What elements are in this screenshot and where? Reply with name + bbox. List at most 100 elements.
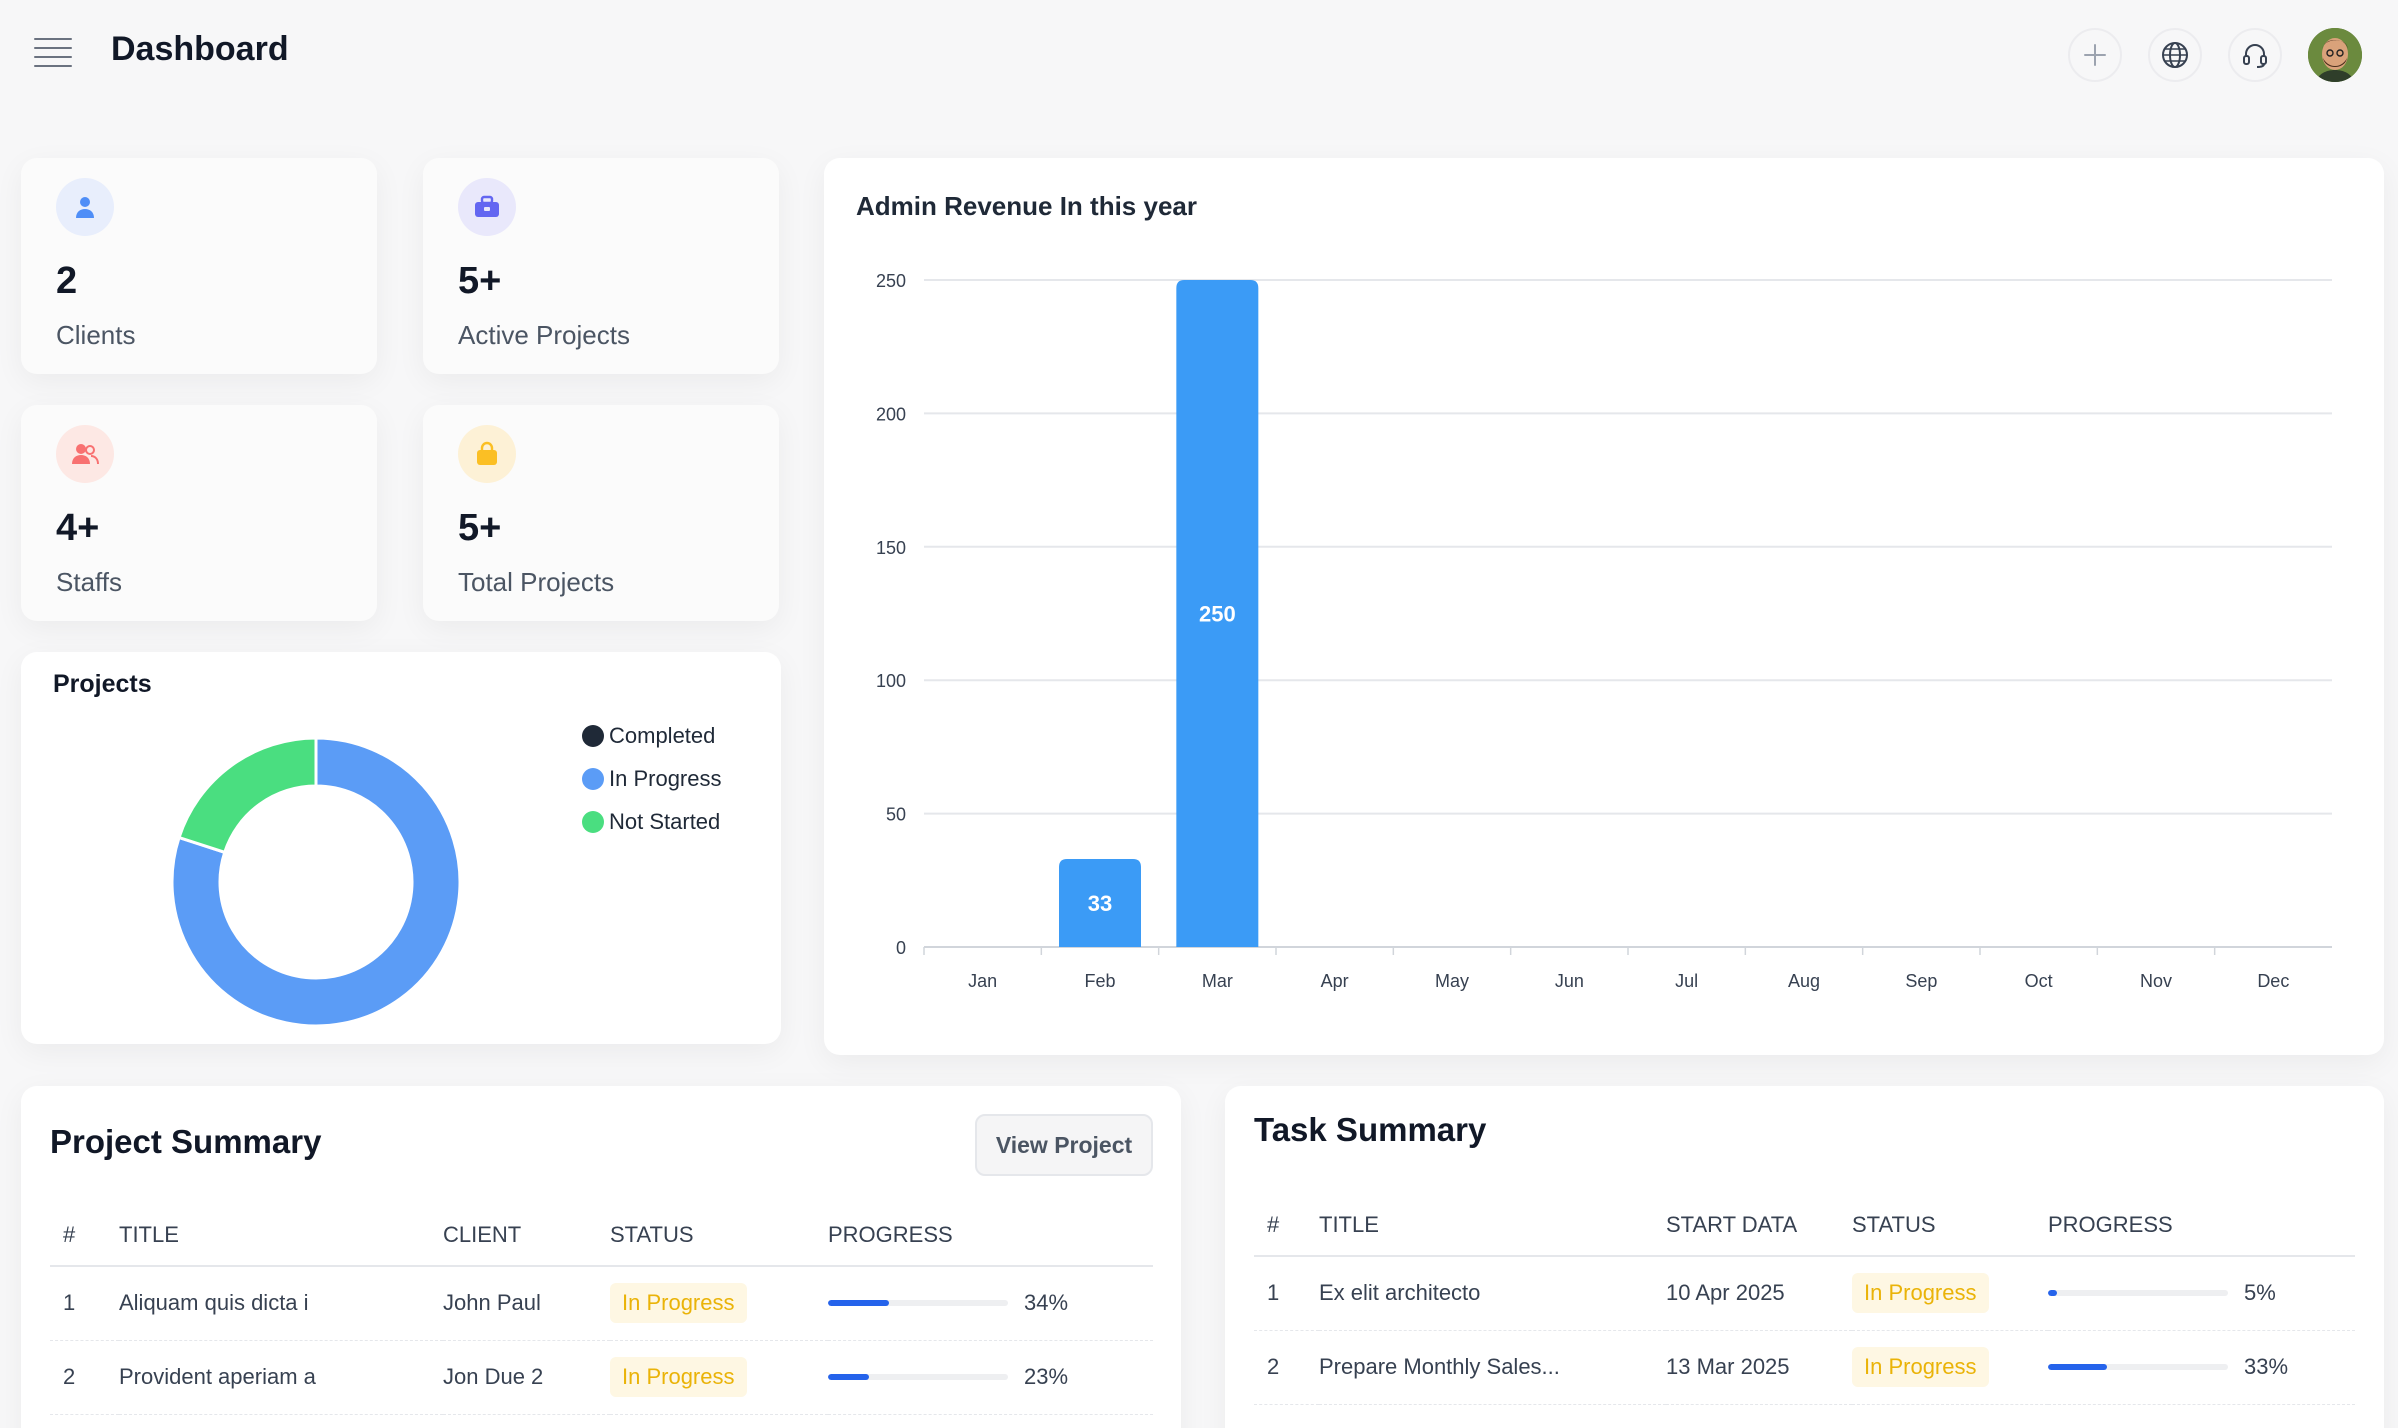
x-tick-label: Apr: [1321, 971, 1349, 991]
stat-card-staffs: 4+ Staffs: [21, 405, 377, 621]
legend-item-not-started[interactable]: Not Started: [582, 800, 722, 843]
stat-card-clients: 2 Clients: [21, 158, 377, 374]
donut-slice-1[interactable]: [170, 736, 462, 1028]
projects-legend: Completed In Progress Not Started: [582, 714, 722, 843]
x-tick-label: Feb: [1084, 971, 1115, 991]
task-start-date: 13 Mar 2025: [1666, 1330, 1852, 1405]
task-title: Prepare Monthly Sales...: [1319, 1330, 1666, 1405]
user-icon: [56, 178, 114, 236]
project-summary-title: Project Summary: [50, 1123, 322, 1160]
table-row[interactable]: 1 Aliquam quis dicta i John Paul In Prog…: [50, 1266, 1153, 1341]
y-tick-label: 100: [876, 671, 906, 691]
progress-bar: [828, 1374, 1008, 1380]
legend-dot: [582, 724, 604, 747]
x-tick-label: Jul: [1675, 971, 1698, 991]
bag-icon: [458, 425, 516, 483]
top-bar: Dashboard: [0, 0, 2398, 108]
column-header: #: [1254, 1194, 1319, 1257]
bar-mar[interactable]: [1176, 280, 1259, 947]
legend-label: Completed: [609, 722, 716, 748]
row-number: 2: [1254, 1330, 1319, 1405]
project-title: Provident aperiam a: [119, 1340, 443, 1415]
bar-data-label: 33: [1088, 891, 1112, 916]
plus-icon: [2084, 44, 2106, 66]
user-avatar[interactable]: [2308, 28, 2362, 82]
x-tick-label: Sep: [1905, 971, 1937, 991]
progress-bar: [2048, 1364, 2228, 1370]
progress-label: 23%: [1024, 1364, 1069, 1389]
x-tick-label: Aug: [1788, 971, 1820, 991]
legend-dot: [582, 767, 604, 790]
language-button[interactable]: [2148, 28, 2202, 82]
projects-card: Projects Completed In Progress Not Start…: [21, 652, 781, 1044]
support-button[interactable]: [2228, 28, 2282, 82]
row-number: 2: [50, 1340, 119, 1415]
legend-item-completed[interactable]: Completed: [582, 714, 722, 757]
page-title: Dashboard: [111, 30, 289, 68]
projects-title: Projects: [53, 670, 152, 698]
table-row[interactable]: 1 Ex elit architecto 10 Apr 2025 In Prog…: [1254, 1256, 2355, 1331]
x-tick-label: May: [1435, 971, 1469, 991]
progress-label: 34%: [1024, 1290, 1069, 1316]
progress-label: 5%: [2244, 1280, 2276, 1306]
add-button[interactable]: [2068, 28, 2122, 82]
column-header: TITLE: [1319, 1194, 1666, 1257]
table-row[interactable]: 2 Prepare Monthly Sales... 13 Mar 2025 I…: [1254, 1330, 2355, 1405]
y-tick-label: 0: [896, 938, 906, 958]
task-start-date: 10 Apr 2025: [1666, 1256, 1852, 1331]
x-tick-label: Jan: [968, 971, 997, 991]
table-header-row: # TITLE START DATA STATUS PROGRESS: [1254, 1194, 2355, 1257]
legend-label: In Progress: [609, 765, 722, 791]
chart-title: Admin Revenue In this year: [856, 191, 1197, 221]
task-title: Ex elit architecto: [1319, 1256, 1666, 1331]
x-tick-label: Mar: [1202, 971, 1233, 991]
row-number: 1: [1254, 1256, 1319, 1331]
stat-label: Active Projects: [458, 320, 630, 350]
legend-item-in-progress[interactable]: In Progress: [582, 757, 722, 800]
stat-value: 5+: [458, 260, 502, 302]
column-header: CLIENT: [443, 1204, 610, 1267]
status-badge: In Progress: [1852, 1347, 1989, 1387]
task-summary-table: # TITLE START DATA STATUS PROGRESS 1 Ex …: [1254, 1194, 2355, 1405]
status-badge: In Progress: [610, 1283, 747, 1324]
x-tick-label: Oct: [2025, 971, 2053, 991]
project-title: Aliquam quis dicta i: [119, 1266, 443, 1341]
bar-feb[interactable]: [1059, 858, 1141, 947]
globe-icon: [2162, 42, 2188, 68]
table-row[interactable]: 2 Provident aperiam a Jon Due 2 In Progr…: [50, 1340, 1153, 1415]
status-badge: In Progress: [1852, 1273, 1989, 1314]
users-icon: [56, 425, 114, 483]
column-header: STATUS: [610, 1204, 828, 1267]
view-project-button[interactable]: View Project: [975, 1114, 1153, 1176]
column-header: TITLE: [119, 1204, 443, 1267]
stat-label: Total Projects: [458, 567, 615, 597]
column-header: PROGRESS: [2048, 1194, 2355, 1257]
projects-donut-chart: [170, 736, 462, 1028]
project-summary-table: # TITLE CLIENT STATUS PROGRESS 1 Aliquam…: [50, 1204, 1153, 1415]
project-client: Jon Due 2: [443, 1340, 610, 1415]
y-tick-label: 200: [876, 404, 906, 424]
y-tick-label: 50: [886, 805, 906, 825]
column-header: #: [50, 1204, 119, 1267]
project-summary-card: Project Summary View Project # TITLE CLI…: [21, 1086, 1181, 1428]
progress-bar: [2048, 1290, 2228, 1297]
stat-label: Staffs: [56, 567, 123, 597]
hamburger-menu-icon[interactable]: [34, 38, 72, 70]
x-tick-label: Dec: [2257, 971, 2289, 991]
status-badge: In Progress: [610, 1357, 747, 1397]
task-summary-card: Task Summary # TITLE START DATA STATUS P…: [1225, 1086, 2384, 1428]
donut-slice-2[interactable]: [177, 736, 318, 855]
y-tick-label: 150: [876, 538, 906, 558]
legend-label: Not Started: [609, 808, 721, 834]
progress-label: 33%: [2244, 1354, 2289, 1379]
task-summary-title: Task Summary: [1254, 1111, 1487, 1148]
bar-data-label: 250: [1199, 602, 1236, 627]
stat-card-total-projects: 5+ Total Projects: [423, 405, 779, 621]
y-tick-label: 250: [876, 271, 906, 291]
project-client: John Paul: [443, 1266, 610, 1341]
revenue-chart-card: Admin Revenue In this year 0 50 100 150 200 2…: [824, 158, 2384, 1055]
column-header: STATUS: [1852, 1194, 2048, 1257]
row-number: 1: [50, 1266, 119, 1341]
legend-dot: [582, 810, 604, 833]
column-header: PROGRESS: [828, 1204, 1153, 1267]
